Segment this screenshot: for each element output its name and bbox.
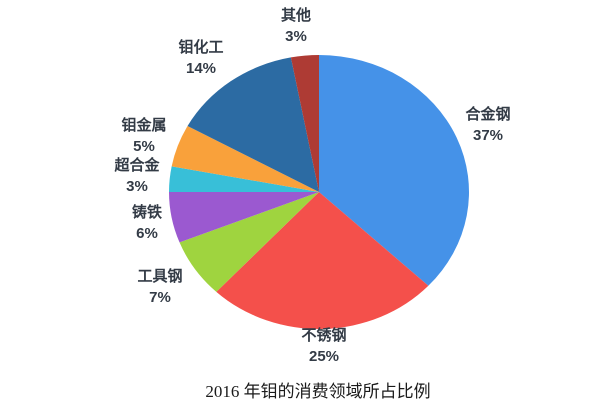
- pie-slice-molybdenum-chemical: [187, 57, 319, 193]
- pie-slice-cast-iron: [169, 192, 319, 243]
- pie-slice-superalloy: [169, 166, 319, 192]
- chart-title: 2016 年钼的消费领域所占比例: [205, 382, 431, 401]
- pie-slice-tool-steel: [179, 192, 319, 292]
- pie-slice-stainless-steel: [216, 192, 429, 330]
- pie-slice-other: [290, 55, 319, 192]
- pie-slice-molybdenum-metal: [171, 126, 319, 192]
- pie-slice-alloy-steel: [319, 55, 470, 286]
